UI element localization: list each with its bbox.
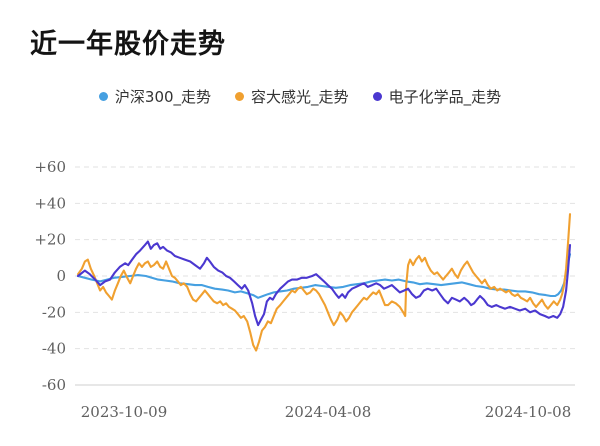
legend-marker-icon	[98, 92, 108, 101]
legend-item-2[interactable]: 电子化学品_走势	[372, 86, 502, 107]
series-line-2	[76, 240, 572, 327]
legend: 沪深300_走势 容大感光_走势 电子化学品_走势	[0, 86, 600, 107]
legend-item-0[interactable]: 沪深300_走势	[98, 86, 212, 107]
y-axis-tick-label: -20	[42, 303, 66, 321]
y-axis-tick-label: 0	[56, 267, 66, 285]
series-line-1	[76, 213, 572, 352]
page-title: 近一年股价走势	[30, 29, 226, 60]
y-axis-tick-label: +40	[34, 194, 66, 212]
legend-label: 电子化学品_走势	[388, 88, 502, 106]
series-line-0	[76, 253, 572, 299]
legend-marker-icon	[235, 92, 245, 101]
x-axis-tick-label: 2024-04-08	[285, 403, 371, 421]
y-axis-tick-label: +60	[34, 158, 66, 176]
legend-item-1[interactable]: 容大感光_走势	[235, 86, 349, 107]
x-axis-tick-label: 2024-10-08	[485, 403, 571, 421]
y-axis-tick-label: +20	[34, 231, 66, 249]
y-axis-tick-label: -40	[42, 340, 66, 358]
legend-label: 沪深300_走势	[114, 88, 212, 106]
x-axis-tick-label: 2023-10-09	[81, 403, 167, 421]
y-axis-tick-label: -60	[42, 376, 66, 394]
legend-marker-icon	[372, 92, 382, 101]
legend-label: 容大感光_走势	[251, 88, 349, 106]
